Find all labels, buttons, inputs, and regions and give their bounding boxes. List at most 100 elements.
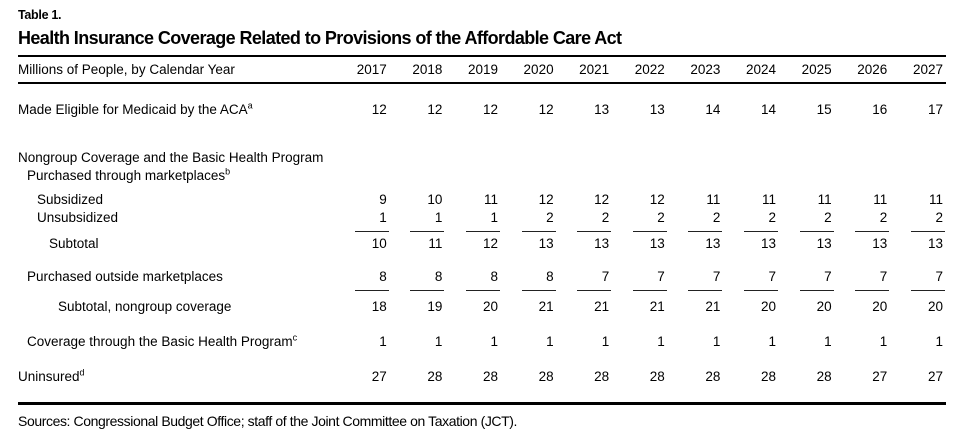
sum-rule: [521, 230, 556, 232]
value-cell: 28: [427, 369, 443, 384]
value-cell: 11: [817, 192, 832, 207]
row-label: Subtotal, nongroup coverage: [58, 299, 232, 314]
value-cell: 20: [816, 299, 832, 314]
row-label: Purchased outside marketplaces: [27, 269, 223, 284]
value-cell: 1: [434, 210, 443, 225]
sum-rule: [744, 289, 779, 291]
table-row: Purchased through marketplacesb: [18, 167, 946, 185]
row-label: Nongroup Coverage and the Basic Health P…: [18, 150, 324, 165]
row-label: Subtotal: [49, 236, 99, 251]
value-cell: 1: [824, 334, 832, 349]
sum-rule: [465, 289, 500, 291]
value-cell: 12: [482, 102, 498, 117]
value-cell: 1: [379, 210, 387, 225]
sum-rule: [855, 230, 890, 232]
year-column-header: 2026: [834, 57, 891, 84]
value-cell: 10: [371, 236, 387, 251]
value-cell: 11: [873, 192, 888, 207]
year-column-header: 2023: [667, 57, 724, 84]
value-cell: 1: [657, 334, 665, 349]
sum-rule-cell: [612, 286, 668, 294]
sum-rule-cell: [445, 227, 501, 235]
value-cell: 2: [935, 210, 943, 225]
year-column-header: 2019: [445, 57, 501, 84]
sum-rule-cell: [835, 227, 891, 235]
value-cell: 8: [379, 269, 387, 284]
sources-note: Sources: Congressional Budget Office; st…: [18, 413, 518, 429]
value-cell: 9: [379, 192, 387, 207]
sum-rule: [410, 289, 445, 291]
value-cell: 13: [872, 236, 888, 251]
value-cell: 7: [935, 269, 943, 284]
value-cell: 13: [538, 236, 554, 251]
value-cell: 12: [482, 236, 498, 251]
title-divider-rule: [18, 55, 946, 57]
sum-rule: [410, 230, 445, 232]
year-column-header: 2027: [890, 57, 946, 84]
value-cell: 16: [872, 102, 888, 117]
value-cell: 2: [768, 210, 777, 225]
year-column-header: 2024: [723, 57, 780, 84]
value-cell: 1: [546, 334, 554, 349]
sum-rule-cell: [835, 286, 891, 294]
table-row: Unsubsidized 1 1 1 2 2 2 2 2 2 2 2: [18, 209, 946, 227]
value-cell: 2: [657, 210, 665, 225]
value-cell: 1: [601, 334, 610, 349]
value-cell: 27: [371, 369, 387, 384]
sum-rule-cell: [557, 227, 613, 235]
value-cell: 11: [706, 192, 721, 207]
value-cell: 2: [879, 210, 888, 225]
row-label: Uninsuredd: [18, 367, 85, 384]
value-cell: 2: [824, 210, 832, 225]
table-header-row: Millions of People, by Calendar Year 201…: [18, 57, 946, 84]
value-cell: 21: [538, 299, 554, 314]
table-row: Uninsuredd 27 28 28 28 28 28 28 28 28 27 27: [18, 351, 946, 386]
value-cell: 21: [594, 299, 610, 314]
value-cell: 8: [434, 269, 443, 284]
value-cell: 1: [768, 334, 777, 349]
value-cell: 13: [705, 236, 721, 251]
footnote-marker: a: [247, 100, 253, 111]
sum-rule: [744, 230, 779, 232]
value-cell: 2: [601, 210, 610, 225]
sum-rule: [577, 230, 612, 232]
sum-rule: [521, 289, 556, 291]
empty-cell: [18, 286, 334, 294]
sum-rule-cell: [390, 227, 446, 235]
row-label: Coverage through the Basic Health Progra…: [27, 332, 298, 349]
value-cell: 13: [649, 102, 665, 117]
value-cell: 28: [594, 369, 610, 384]
sum-rule-cell: [501, 286, 557, 294]
table-title: Health Insurance Coverage Related to Pro…: [18, 28, 622, 48]
value-cell: 1: [879, 334, 888, 349]
sum-rule-cell: [779, 227, 835, 235]
year-column-header: 2020: [500, 57, 557, 84]
table-row: Subtotal, nongroup coverage 18 19 20 21 21 21 2…: [18, 294, 946, 316]
year-column-header: 2018: [389, 57, 446, 84]
value-cell: 12: [538, 102, 554, 117]
value-cell: 11: [483, 192, 498, 207]
sum-rule-cell: [779, 286, 835, 294]
value-cell: 7: [601, 269, 610, 284]
value-cell: 28: [649, 369, 665, 384]
value-cell: 8: [546, 269, 554, 284]
sum-rule-cell: [668, 227, 724, 235]
value-cell: 20: [927, 299, 943, 314]
sum-rule: [688, 289, 723, 291]
value-cell: 11: [762, 192, 777, 207]
value-cell: 15: [816, 102, 832, 117]
sum-rule: [688, 230, 723, 232]
value-cell: 8: [490, 269, 498, 284]
value-cell: 27: [927, 369, 943, 384]
value-cell: 20: [872, 299, 888, 314]
value-cell: 13: [594, 236, 610, 251]
year-column-header: 2021: [556, 57, 613, 84]
value-cell: 1: [712, 334, 721, 349]
sum-rule: [632, 289, 667, 291]
value-cell: 14: [761, 102, 777, 117]
table-number-label: Table 1.: [18, 8, 62, 22]
value-cell: 1: [434, 334, 443, 349]
row-label: Purchased through marketplacesb: [27, 166, 231, 183]
value-cell: 13: [816, 236, 832, 251]
